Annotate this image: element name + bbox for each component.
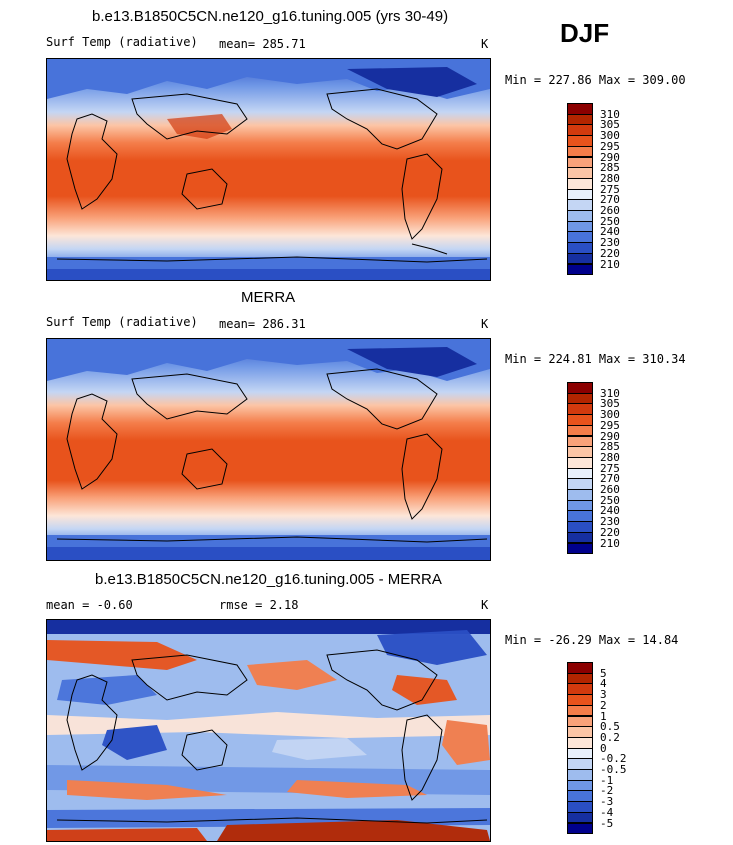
colorbar-tick-label: 310 bbox=[600, 386, 620, 400]
colorbar-tick-label: 260 bbox=[600, 204, 620, 217]
colorbar-tick-label: 275 bbox=[600, 461, 620, 475]
colorbar-tick-label: 250 bbox=[600, 493, 620, 507]
mean-label: mean= 285.71 bbox=[219, 37, 306, 51]
map-field bbox=[47, 59, 490, 280]
minmax-label: Min = 227.86 Max = 309.00 bbox=[505, 73, 686, 87]
colorbar-tick-label: 3 bbox=[600, 688, 607, 702]
colorbar-tick-label: 295 bbox=[600, 139, 620, 153]
colorbar-tick-label: -3 bbox=[600, 795, 614, 809]
unit-label: K bbox=[481, 598, 489, 612]
colorbar-tick-label: 305 bbox=[600, 118, 620, 132]
mean-label: mean = -0.60 bbox=[46, 598, 133, 612]
panel-title: MERRA bbox=[241, 289, 296, 306]
colorbar-tick-label: -4 bbox=[600, 805, 614, 819]
colorbar-tick-label: 1 bbox=[600, 709, 607, 723]
colorbar-tick-label: 290 bbox=[600, 429, 620, 443]
colorbar-tick-label: -5 bbox=[600, 816, 614, 830]
colorbar: 310 305 300 295 290 285 280 275 270 260 250 240 230 2… bbox=[567, 103, 647, 276]
colorbar-tick-label: 260 bbox=[600, 483, 620, 496]
colorbar-tick-label: 280 bbox=[600, 450, 620, 464]
colorbar-tick-label: 270 bbox=[600, 472, 620, 486]
map-field bbox=[47, 620, 490, 841]
unit-label: K bbox=[481, 317, 489, 331]
colorbar-tick-label: 230 bbox=[600, 236, 620, 250]
colorbar-tick-label: 250 bbox=[600, 214, 620, 228]
colorbar-tick-label: 275 bbox=[600, 182, 620, 196]
colorbar-tick-label: 285 bbox=[600, 161, 620, 175]
rmse-label: rmse = 2.18 bbox=[219, 598, 299, 612]
season-label: DJF bbox=[560, 18, 610, 48]
colorbar-tick-label: 220 bbox=[600, 246, 620, 260]
colorbar-tick-label: 220 bbox=[600, 525, 620, 539]
panel-title: b.e13.B1850C5CN.ne120_g16.tuning.005 (yr… bbox=[92, 8, 449, 25]
panel-title: b.e13.B1850C5CN.ne120_g16.tuning.005 - M… bbox=[95, 571, 442, 588]
colorbar: 310 305 300 295 290 285 280 275 270 260 250 240 230 2… bbox=[567, 382, 647, 555]
colorbar-tick-label: 310 bbox=[600, 107, 620, 121]
colorbar-tick-label: 5 bbox=[600, 666, 607, 680]
colorbar-tick-label: 0.5 bbox=[600, 720, 620, 734]
colorbar-tick-label: 300 bbox=[600, 408, 620, 422]
temperature-map bbox=[46, 58, 491, 281]
colorbar-tick-label: 210 bbox=[600, 536, 620, 550]
colorbar-tick-label: 305 bbox=[600, 397, 620, 411]
colorbar-tick-label: -0.2 bbox=[600, 752, 627, 766]
mean-label: mean= 286.31 bbox=[219, 317, 306, 331]
temperature-map bbox=[46, 338, 491, 561]
colorbar-swatch bbox=[567, 822, 593, 835]
variable-label: Surf Temp (radiative) bbox=[46, 35, 198, 49]
colorbar: 5 4 3 2 1 0.5 0.2 0 -0.2 -0.5 -1 -2 -3 -4 -5 bbox=[567, 662, 647, 835]
minmax-label: Min = -26.29 Max = 14.84 bbox=[505, 633, 679, 647]
colorbar-tick-label: 300 bbox=[600, 129, 620, 143]
variable-label: Surf Temp (radiative) bbox=[46, 315, 198, 329]
colorbar-tick-label: 280 bbox=[600, 171, 620, 185]
colorbar-tick-label: 230 bbox=[600, 515, 620, 529]
colorbar-tick-label: 0.2 bbox=[600, 730, 620, 744]
unit-label: K bbox=[481, 37, 489, 51]
difference-map bbox=[46, 619, 491, 842]
colorbar-tick-label: 2 bbox=[600, 698, 607, 712]
colorbar-swatch bbox=[567, 542, 593, 555]
colorbar-tick-label: 240 bbox=[600, 504, 620, 518]
colorbar-tick-label: 0 bbox=[600, 741, 607, 755]
colorbar-tick-label: 240 bbox=[600, 225, 620, 239]
map-field bbox=[47, 339, 490, 560]
colorbar-tick-label: 290 bbox=[600, 150, 620, 164]
colorbar-tick-label: -0.5 bbox=[600, 763, 627, 776]
colorbar-tick-label: -1 bbox=[600, 773, 614, 787]
colorbar-swatch bbox=[567, 263, 593, 276]
colorbar-tick-label: 210 bbox=[600, 257, 620, 271]
colorbar-tick-label: 4 bbox=[600, 677, 607, 691]
minmax-label: Min = 224.81 Max = 310.34 bbox=[505, 352, 686, 366]
colorbar-tick-label: -2 bbox=[600, 784, 614, 798]
colorbar-tick-label: 270 bbox=[600, 193, 620, 207]
colorbar-tick-label: 295 bbox=[600, 418, 620, 432]
colorbar-tick-label: 285 bbox=[600, 440, 620, 454]
